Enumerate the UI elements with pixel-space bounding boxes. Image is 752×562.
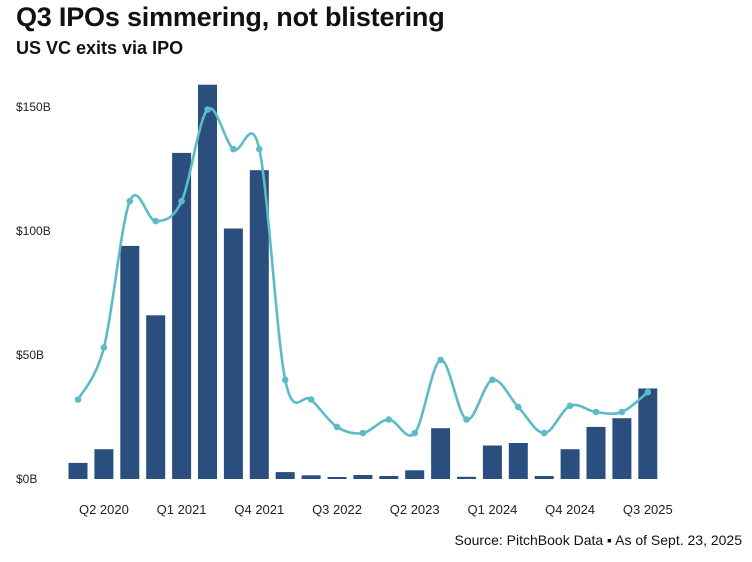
bar (405, 470, 425, 479)
bar (146, 315, 166, 479)
bar (94, 449, 114, 479)
bar (301, 475, 321, 479)
line-point (592, 408, 600, 416)
line-point (100, 344, 108, 351)
bar (68, 462, 88, 479)
line-point (333, 423, 341, 431)
bar (120, 245, 140, 479)
line-point (307, 396, 315, 403)
line-point (618, 408, 626, 416)
line-point (281, 376, 289, 384)
line-point (644, 388, 652, 396)
line-point (540, 429, 548, 437)
chart-subtitle: US VC exits via IPO (16, 38, 184, 58)
bar (327, 477, 347, 479)
line-point (152, 217, 159, 225)
bar (508, 443, 528, 479)
bar (353, 475, 373, 479)
bar (638, 388, 658, 479)
line-point (126, 197, 134, 205)
bar (172, 152, 192, 479)
line-point (230, 145, 237, 153)
bar (457, 476, 476, 479)
line-point (515, 403, 522, 411)
x-tick-label: Q1 2024 (467, 502, 517, 517)
bar (612, 418, 632, 479)
line-point (463, 416, 470, 423)
y-tick-label: $0B (16, 472, 37, 486)
line-point (359, 429, 367, 437)
bar (275, 472, 295, 479)
bar (379, 476, 399, 479)
x-tick-label: Q1 2021 (157, 502, 207, 517)
x-tick-label: Q3 2025 (623, 502, 673, 517)
line-point (489, 376, 496, 384)
line-point (204, 106, 211, 113)
x-tick-label: Q4 2024 (545, 502, 595, 517)
bar (482, 445, 502, 479)
y-tick-label: $150B (16, 100, 51, 114)
bar (560, 449, 580, 479)
chart-title: Q3 IPOs simmering, not blistering (16, 2, 445, 32)
y-tick-label: $100B (16, 224, 51, 238)
bar (534, 476, 554, 479)
line-point (566, 402, 574, 410)
y-tick-label: $50B (16, 348, 44, 362)
bar (431, 428, 451, 479)
x-tick-label: Q2 2020 (79, 502, 129, 517)
line-point (178, 197, 185, 205)
line-point (385, 416, 393, 423)
bar (198, 84, 217, 479)
x-tick-label: Q2 2023 (390, 502, 440, 517)
bar (249, 170, 269, 479)
x-tick-label: Q3 2022 (312, 502, 362, 517)
line-point (74, 396, 82, 403)
line-point (411, 429, 419, 437)
x-tick-label: Q4 2021 (234, 502, 284, 517)
line-point (437, 356, 444, 364)
chart-source: Source: PitchBook Data ▪ As of Sept. 23,… (454, 532, 742, 548)
bar (586, 426, 606, 479)
line-point (255, 145, 263, 153)
bar (223, 228, 243, 479)
